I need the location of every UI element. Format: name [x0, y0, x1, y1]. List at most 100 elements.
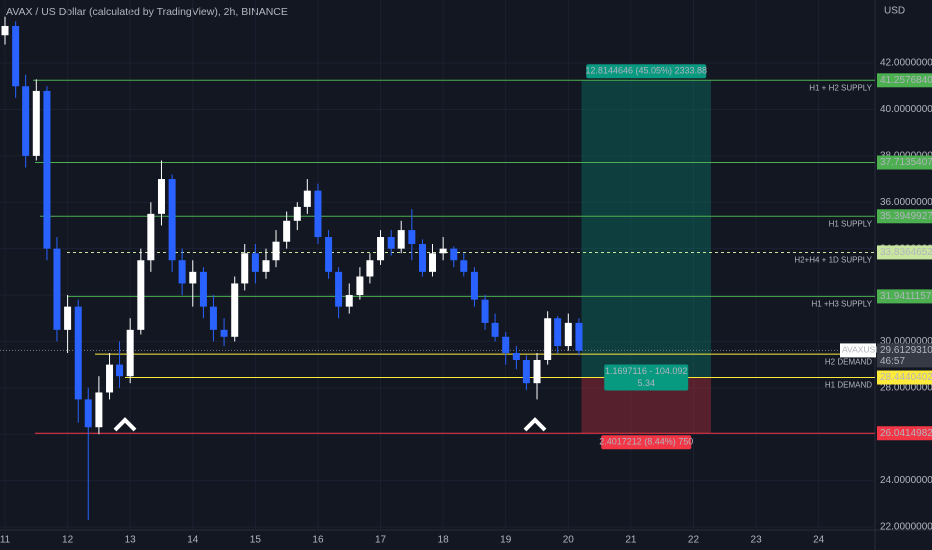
x-tick-label: 21: [625, 535, 637, 546]
level-price-box: [877, 289, 932, 304]
level-price: 31.9411157: [880, 291, 932, 302]
candle-body: [293, 206, 301, 221]
candle-body: [428, 253, 436, 272]
target-label-box: [586, 64, 707, 79]
level-price-box: [877, 370, 932, 385]
candle-body: [12, 25, 20, 87]
candle-body: [199, 271, 207, 307]
candle-body: [189, 271, 197, 284]
candle-body: [22, 86, 30, 156]
level-note: H1 + H2 SUPPLY: [809, 83, 872, 92]
candle-body: [178, 260, 186, 284]
candle-body: [356, 276, 364, 296]
candle-body: [168, 179, 176, 261]
level-note: H1 +H3 SUPPLY: [811, 300, 872, 309]
level-price: 26.0414982: [880, 428, 932, 439]
candle-body: [74, 306, 82, 400]
candle-body: [397, 230, 405, 249]
candle-body: [126, 329, 134, 377]
stop-label-box: [601, 435, 692, 450]
stop-label: 2.4017212 (8.44%) 750: [599, 437, 693, 447]
x-tick-label: 19: [500, 535, 512, 546]
candle-body: [377, 237, 385, 261]
target-label: 12.8144646 (45.05%) 2333.88: [585, 66, 707, 76]
symbol-box: [840, 343, 876, 358]
candle-body: [460, 260, 468, 272]
current-price-box: [877, 343, 932, 368]
currency-label: USD: [884, 6, 905, 17]
candle-body: [84, 399, 92, 428]
y-tick-label: 40.0000000: [880, 104, 932, 115]
center-label: 5.34: [637, 378, 655, 388]
x-tick-label: 22: [688, 535, 700, 546]
level-note: H2+H4 + 1D SUPPLY: [794, 256, 872, 265]
candle-body: [1, 25, 9, 36]
candle-body: [470, 271, 478, 300]
candle-body: [43, 90, 51, 249]
countdown: 46:57: [880, 356, 905, 367]
profit-zone: [581, 80, 712, 378]
candle-body: [95, 392, 103, 428]
candle-body: [262, 260, 270, 272]
x-tick-label: 16: [312, 535, 324, 546]
x-tick-label: 15: [250, 535, 262, 546]
level-price-box: [877, 209, 932, 224]
level-price: 41.2576840: [880, 75, 932, 86]
y-tick-label: 24.0000000: [880, 475, 932, 486]
level-price-box: [877, 73, 932, 88]
candle-body: [335, 271, 343, 307]
candle-body: [522, 359, 530, 384]
candle-body: [450, 248, 458, 261]
candle-body: [314, 190, 322, 238]
candle-body: [325, 237, 333, 272]
level-price-box: [877, 155, 932, 170]
arrow-up: [113, 417, 137, 432]
x-tick-label: 24: [813, 535, 825, 546]
candle-body: [251, 253, 259, 272]
symbol-label: AVAXUSD: [842, 345, 881, 355]
center-label: 1.1697116 - 104.092: [605, 366, 687, 376]
y-tick-label: 36.0000000: [880, 197, 932, 208]
candle-body: [502, 336, 510, 354]
candle-body: [147, 213, 155, 261]
chart-title: AVAX / US Dollar (calculated by TradingV…: [6, 6, 288, 18]
candle-body: [231, 283, 239, 337]
candle-body: [137, 260, 145, 330]
candle-body: [366, 260, 374, 277]
candle-body: [554, 318, 562, 347]
candle-body: [272, 241, 280, 261]
level-price: 35.3949927: [880, 211, 932, 222]
candle-body: [575, 322, 583, 351]
y-tick-label: 22.0000000: [880, 522, 932, 533]
candle-body: [481, 299, 489, 323]
candle-body: [106, 364, 114, 393]
candle-body: [418, 244, 426, 272]
level-price: 37.7135407: [880, 157, 932, 168]
y-tick-label: 30.0000000: [880, 336, 932, 347]
candle-body: [283, 220, 291, 242]
candle-body: [64, 306, 72, 330]
level-price-box: [877, 426, 932, 441]
candle-body: [408, 230, 416, 245]
candle-body: [345, 295, 353, 307]
x-tick-label: 23: [751, 535, 763, 546]
candle-body: [241, 253, 249, 284]
y-tick-label: 42.0000000: [880, 58, 932, 69]
arrow-up: [523, 417, 547, 432]
x-tick-label: 14: [187, 535, 199, 546]
candle-body: [387, 237, 395, 249]
level-note: H1 DEMAND: [825, 381, 872, 390]
candle-body: [544, 318, 552, 360]
candle-body: [157, 179, 165, 214]
candle-body: [32, 90, 40, 156]
center-label-box: [604, 364, 689, 391]
level-price: 33.8364652: [880, 247, 932, 258]
x-tick-label: 11: [0, 535, 11, 546]
candle-body: [303, 190, 311, 207]
candle-body: [53, 248, 61, 330]
x-tick-label: 17: [375, 535, 387, 546]
candle-body: [564, 322, 572, 347]
candle-body: [491, 322, 499, 337]
x-tick-label: 12: [62, 535, 74, 546]
